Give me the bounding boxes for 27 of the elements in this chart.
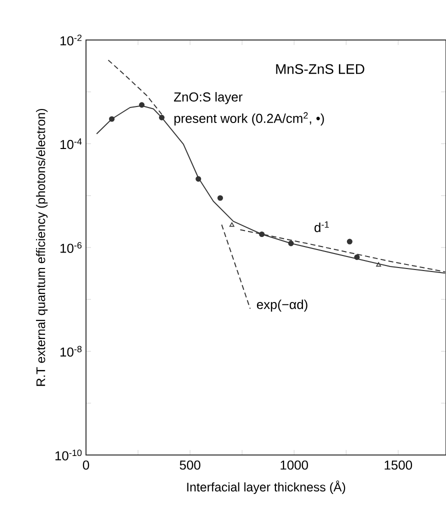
- point: [217, 195, 223, 201]
- point: [288, 240, 294, 246]
- y-tick-label: 10$^{-10}$: [55, 450, 82, 460]
- point: [376, 262, 381, 267]
- text: MnS-ZnS LED: [276, 64, 364, 74]
- y-tick-label: 10$^{-2}$: [60, 34, 82, 46]
- point: [195, 176, 201, 182]
- annotation: exp(−αd): [256, 300, 308, 312]
- y-axis-title: R.T external quantum efficiency (photons/electron): [36, 108, 48, 386]
- annotation: present work (0.2A/cm$^{2}$, •): [174, 112, 324, 126]
- annotation: d$^{-1}$: [314, 221, 329, 232]
- point: [108, 116, 114, 122]
- point: [354, 254, 360, 260]
- point: [258, 231, 264, 238]
- x-tick-label: 1000: [280, 460, 308, 470]
- y-tick-label: 10$^{-8}$: [60, 346, 82, 357]
- x-axis-title: Interfacial layer thickness (Å): [186, 480, 345, 494]
- point: [138, 102, 144, 108]
- x-tick-label: 500: [180, 460, 200, 470]
- point: [229, 222, 234, 227]
- x-tick-label: 0: [82, 460, 89, 470]
- annotation: ZnO:S layer: [174, 92, 242, 104]
- x-tick-label: 1500: [384, 460, 412, 470]
- y-tick-label: 10$^{-6}$: [60, 242, 82, 253]
- point: [346, 238, 352, 244]
- point: [158, 114, 164, 120]
- y-tick-label: 10$^{-4}$: [60, 138, 82, 150]
